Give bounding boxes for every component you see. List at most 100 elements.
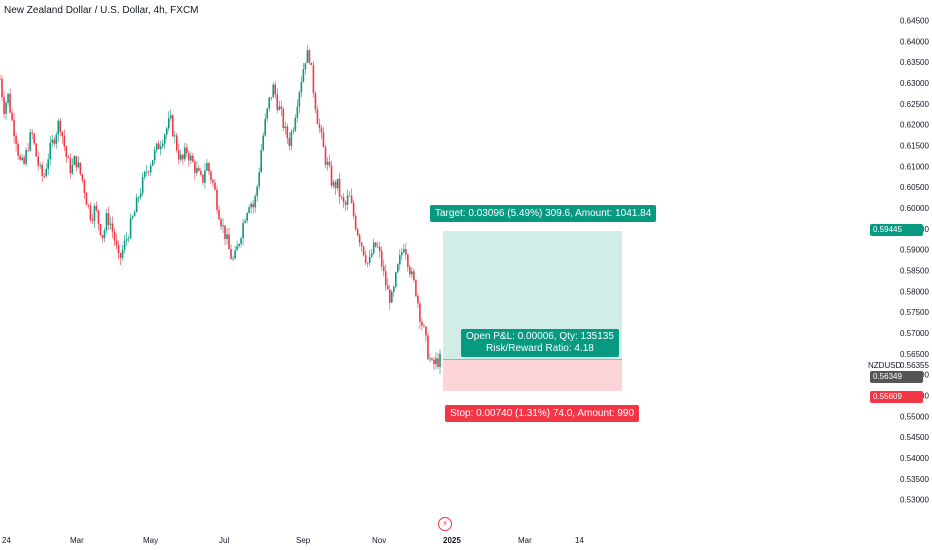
- candle-body: [77, 162, 80, 168]
- candle-body: [292, 130, 295, 132]
- candle-body: [230, 249, 232, 259]
- candle-body: [431, 358, 433, 360]
- candle-body: [35, 143, 37, 157]
- candle-body: [415, 280, 417, 296]
- candle-body: [238, 243, 240, 246]
- candle-body: [137, 197, 140, 199]
- candle-body: [344, 202, 347, 205]
- candle-body: [220, 219, 222, 227]
- candle-body: [316, 109, 319, 124]
- candle-body: [65, 146, 68, 157]
- candle-body: [370, 253, 373, 257]
- candle-body: [25, 149, 27, 164]
- candle-body: [403, 249, 405, 253]
- y-tick-label: 0.57500: [900, 308, 929, 317]
- candle-body: [214, 182, 216, 190]
- candle-body: [55, 134, 58, 144]
- y-tick-label: 0.62500: [900, 100, 929, 109]
- candle-body: [178, 150, 180, 160]
- candle-body: [390, 291, 393, 303]
- candle-body: [394, 272, 397, 287]
- y-tick-label: 0.63000: [900, 79, 929, 88]
- candle-body: [161, 143, 164, 147]
- candle-body: [282, 108, 285, 128]
- candle-body: [89, 205, 92, 220]
- y-tick-label: 0.62000: [900, 121, 929, 130]
- y-tick-label: 0.64500: [900, 16, 929, 25]
- y-axis[interactable]: 0.64500 0.64000 0.63500 0.63000 0.62500 0.620…: [900, 16, 929, 504]
- candle-body: [95, 205, 98, 211]
- candle-body: [196, 168, 198, 173]
- candle-body: [380, 251, 383, 267]
- candle-body: [407, 254, 409, 268]
- candle-body: [83, 180, 86, 193]
- candle-body: [310, 62, 313, 66]
- candle-body: [294, 117, 297, 131]
- candle-body: [101, 234, 104, 239]
- candle-body: [192, 155, 194, 162]
- candle-body: [85, 192, 88, 205]
- candle-body: [69, 158, 72, 174]
- candle-body: [399, 255, 401, 265]
- candle-body: [5, 102, 7, 114]
- candle-body: [103, 230, 106, 239]
- y-tick-label: 0.54500: [900, 433, 929, 442]
- candle-body: [409, 267, 411, 275]
- candle-body: [314, 93, 317, 110]
- candle-body: [324, 147, 327, 165]
- stop-label: Stop: 0.00740 (1.31%) 74.0, Amount: 990: [445, 405, 640, 422]
- candle-body: [224, 225, 226, 240]
- candle-body: [169, 115, 172, 119]
- candles-group: [0, 45, 441, 375]
- candle-body: [306, 50, 309, 64]
- candle-body: [176, 135, 178, 151]
- candle-body: [262, 135, 264, 151]
- y-tick-label: 0.64000: [900, 37, 929, 46]
- y-tick-label: 0.53500: [900, 475, 929, 484]
- x-tick-label: 2025: [443, 536, 461, 545]
- candle-body: [226, 234, 228, 240]
- candle-body: [133, 212, 136, 217]
- candle-body: [11, 112, 13, 121]
- candle-body: [248, 207, 250, 213]
- candle-body: [433, 359, 435, 365]
- candle-body: [256, 186, 258, 197]
- candle-body: [111, 223, 114, 232]
- candle-body: [272, 84, 275, 98]
- candle-body: [276, 94, 279, 110]
- candle-body: [350, 195, 353, 203]
- candle-body: [61, 131, 64, 137]
- candle-body: [244, 220, 246, 223]
- candle-body: [368, 256, 371, 264]
- candle-body: [250, 203, 252, 208]
- loss-zone[interactable]: [443, 359, 622, 391]
- candle-body: [23, 157, 25, 164]
- candle-body: [7, 93, 9, 103]
- candle-body: [356, 229, 359, 236]
- candle-body: [326, 161, 329, 165]
- candle-body: [13, 120, 15, 137]
- candle-body: [41, 164, 43, 176]
- x-tick-label: 24: [2, 536, 11, 545]
- y-tick-label: 0.53000: [900, 496, 929, 505]
- candle-body: [29, 132, 31, 151]
- candle-body: [376, 246, 379, 248]
- candle-body: [312, 65, 315, 94]
- candle-body: [236, 245, 238, 251]
- candle-body: [254, 196, 256, 208]
- candle-body: [330, 165, 333, 186]
- y-tick-label: 0.59000: [900, 246, 929, 255]
- x-axis[interactable]: 24 Mar May Jul Sep Nov 2025 Mar 14: [2, 536, 584, 545]
- candle-body: [218, 209, 220, 220]
- candle-body: [145, 171, 148, 173]
- candle-body: [141, 177, 144, 194]
- candle-body: [127, 238, 130, 239]
- candle-body: [264, 118, 267, 136]
- candle-body: [149, 165, 152, 173]
- candle-body: [31, 132, 33, 134]
- tradingview-logo-icon[interactable]: ⚡: [438, 517, 452, 531]
- candle-body: [153, 149, 156, 161]
- candle-body: [93, 205, 96, 221]
- y-tick-label: 0.56500: [900, 350, 929, 359]
